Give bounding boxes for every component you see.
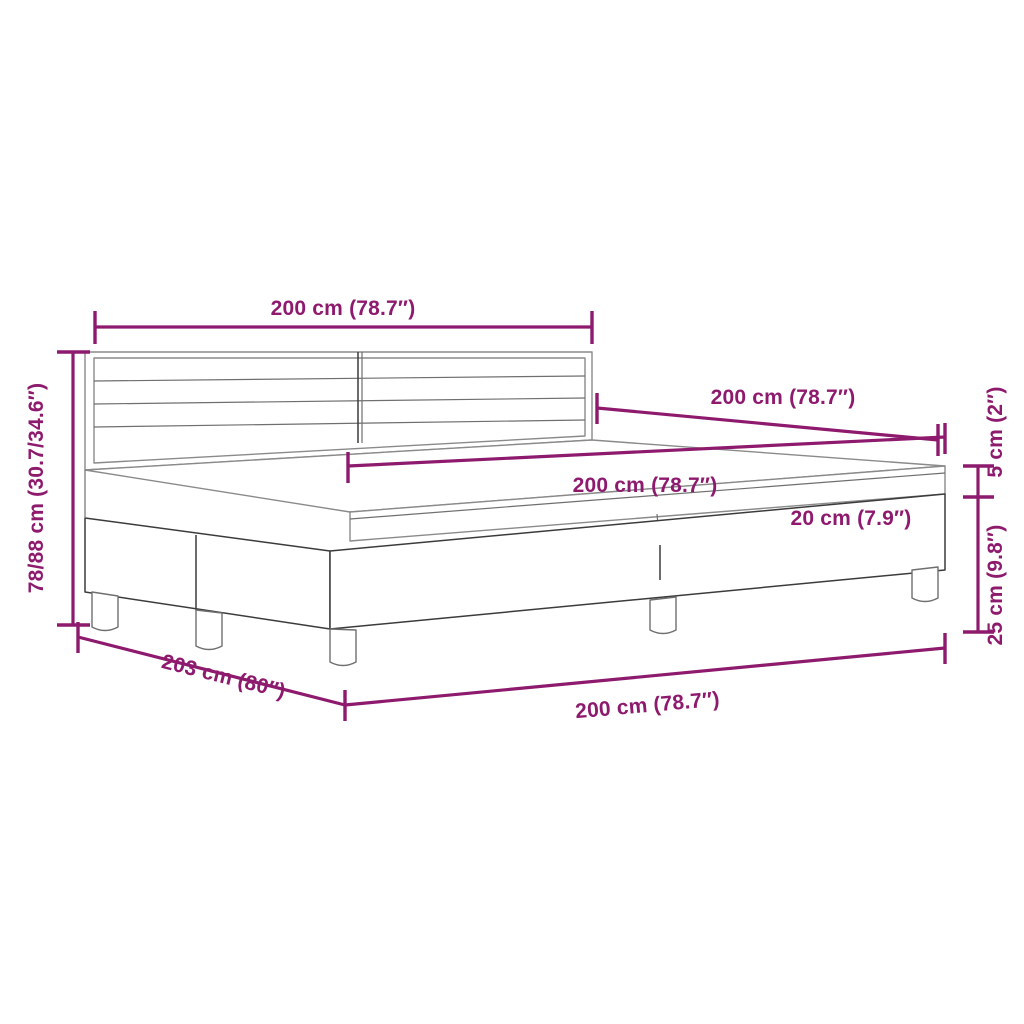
- dim-total-height: 78/88 cm (30.7/34.6″): [25, 350, 90, 627]
- headboard-seam-1: [93, 375, 586, 382]
- dim-base-width-label: 200 cm (78.7″): [574, 688, 720, 724]
- headboard: [84, 351, 593, 471]
- dim-bed-depth-diagonal: 200 cm (78.7″): [595, 386, 940, 456]
- dim-base-depth-line: [77, 635, 346, 707]
- box-spring-base: [84, 470, 946, 630]
- dim-topper-thickness-label: 5 cm (2″): [984, 386, 1007, 477]
- dim-base-width: 200 cm (78.7″): [344, 633, 947, 724]
- dim-headboard-width: 200 cm (78.7″): [93, 297, 594, 344]
- leg-rear-right: [911, 566, 939, 603]
- base-front-face: [329, 493, 946, 630]
- dim-mattress-length: 200 cm (78.7″): [346, 423, 947, 497]
- headboard-seam-2: [93, 397, 586, 405]
- dim-headboard-width-label: 200 cm (78.7″): [271, 297, 416, 320]
- headboard-inner-panel: [93, 357, 586, 464]
- leg-front-left: [91, 591, 119, 632]
- dim-bed-depth-label: 200 cm (78.7″): [711, 386, 856, 409]
- dim-base-height: 25 cm (9.8″): [963, 497, 1007, 646]
- leg-mid-left: [195, 609, 223, 651]
- dim-mattress-thickness: 20 cm (7.9″): [790, 507, 911, 530]
- dim-total-height-label: 78/88 cm (30.7/34.6″): [25, 383, 48, 593]
- dim-base-width-line: [344, 646, 946, 707]
- mattress-piping-seam: [349, 472, 946, 520]
- dim-base-depth-label: 203 cm (80″): [159, 650, 288, 703]
- dim-mattress-length-label: 200 cm (78.7″): [573, 474, 718, 497]
- mattress: [84, 439, 946, 549]
- bed-legs: [91, 566, 939, 667]
- headboard-seam-3: [93, 419, 586, 428]
- leg-front-center: [329, 628, 357, 667]
- bed-illustration: [84, 351, 946, 667]
- dim-mattress-thickness-label: 20 cm (7.9″): [790, 507, 911, 530]
- dim-mattress-length-line: [347, 435, 946, 468]
- dim-bed-depth-line: [596, 406, 939, 442]
- leg-front-right: [649, 596, 677, 635]
- dim-base-height-label: 25 cm (9.8″): [984, 524, 1007, 645]
- dim-topper-thickness: 5 cm (2″): [963, 386, 1007, 499]
